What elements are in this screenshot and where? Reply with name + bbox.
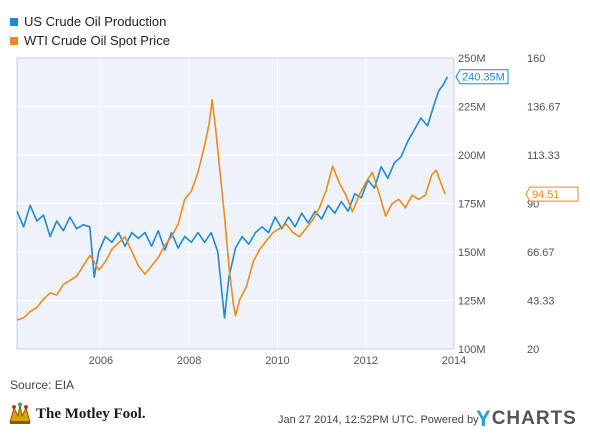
right-axis-tick-label: 66.67 xyxy=(527,247,555,259)
left-axis-ticks: 100M 125M 150M 175M 200M 225M 250M xyxy=(458,53,486,356)
series-line-2 xyxy=(16,98,446,321)
ycharts-logo[interactable]: Y CHARTS xyxy=(476,406,577,432)
end-value-label-box xyxy=(455,69,509,85)
end-value-label-1: 240.35M xyxy=(455,69,509,85)
end-value-label-box xyxy=(525,186,579,202)
left-axis-tick-label: 150M xyxy=(458,247,486,259)
left-axis-tick-label: 175M xyxy=(458,199,486,211)
right-axis-tick-label: 160 xyxy=(527,53,545,65)
x-axis-tick-label: 2010 xyxy=(265,355,289,367)
ycharts-y-mark: Y xyxy=(476,406,491,431)
legend-item-wti[interactable]: WTI Crude Oil Spot Price xyxy=(10,31,170,50)
legend-label-production: US Crude Oil Production xyxy=(24,14,167,29)
x-axis-tick-label: 2012 xyxy=(353,355,377,367)
x-axis-tick-label: 2006 xyxy=(89,355,113,367)
left-axis-tick-label: 225M xyxy=(458,102,486,114)
legend-item-production[interactable]: US Crude Oil Production xyxy=(10,12,170,31)
left-axis-tick-label: 250M xyxy=(458,53,486,65)
right-axis-tick-label: 43.33 xyxy=(527,296,555,308)
series-lines xyxy=(16,76,449,321)
x-axis-tick-label: 2014 xyxy=(442,355,466,367)
ycharts-wordmark: CHARTS xyxy=(491,408,577,429)
motley-fool-wordmark: The Motley Fool. xyxy=(36,405,146,422)
left-axis-tick-label: 200M xyxy=(458,150,486,162)
motley-fool-logo[interactable]: The Motley Fool. xyxy=(8,402,146,426)
end-value-labels: 240.35M 94.51 xyxy=(455,69,579,202)
legend-swatch-wti xyxy=(10,36,18,45)
source-note: Source: EIA xyxy=(10,378,75,392)
end-value-label-text: 94.51 xyxy=(532,189,560,201)
legend-swatch-production xyxy=(10,17,18,26)
x-axis-tick-label: 2008 xyxy=(177,355,201,367)
jester-hat-icon xyxy=(9,402,31,424)
grid-lines xyxy=(17,58,454,349)
end-value-label-text: 240.35M xyxy=(462,72,505,84)
legend: US Crude Oil Production WTI Crude Oil Sp… xyxy=(10,12,170,50)
series-line-1 xyxy=(16,76,449,319)
legend-label-wti: WTI Crude Oil Spot Price xyxy=(24,33,170,48)
left-axis-tick-label: 125M xyxy=(458,296,486,308)
right-axis-tick-label: 136.67 xyxy=(527,102,561,114)
timestamp-credit: Jan 27 2014, 12:52PM UTC. Powered by xyxy=(278,414,479,426)
x-axis-ticks: 2006 2008 2010 2012 2014 xyxy=(89,355,467,367)
left-axis-tick-label: 100M xyxy=(458,344,486,356)
end-value-label-2: 94.51 xyxy=(525,186,579,202)
right-axis-tick-label: 113.33 xyxy=(527,150,560,162)
right-axis-tick-label: 20 xyxy=(527,344,539,356)
